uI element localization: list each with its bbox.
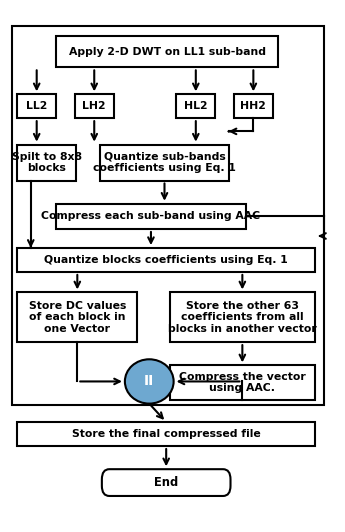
- Bar: [176, 94, 215, 118]
- Bar: [17, 292, 137, 342]
- Bar: [170, 292, 315, 342]
- Bar: [75, 94, 114, 118]
- Bar: [17, 145, 77, 180]
- Bar: [234, 94, 273, 118]
- Text: Store the final compressed file: Store the final compressed file: [72, 429, 260, 439]
- Text: Store DC values
of each block in
one Vector: Store DC values of each block in one Vec…: [29, 301, 126, 334]
- Bar: [17, 422, 315, 446]
- Text: Compress the vector
using AAC.: Compress the vector using AAC.: [179, 372, 306, 393]
- Bar: [12, 26, 324, 405]
- Bar: [17, 248, 315, 272]
- Bar: [100, 145, 229, 180]
- Text: HH2: HH2: [240, 101, 266, 111]
- Text: Compress each sub-band using AAC: Compress each sub-band using AAC: [41, 211, 260, 221]
- Text: II: II: [144, 375, 154, 388]
- Bar: [56, 204, 246, 229]
- Text: End: End: [154, 476, 178, 489]
- Text: LL2: LL2: [26, 101, 47, 111]
- Bar: [17, 94, 56, 118]
- Ellipse shape: [125, 359, 174, 404]
- Text: Spilt to 8x8
blocks: Spilt to 8x8 blocks: [12, 152, 82, 173]
- Bar: [56, 36, 278, 68]
- Text: Quantize blocks coefficients using Eq. 1: Quantize blocks coefficients using Eq. 1: [44, 255, 288, 265]
- Bar: [170, 365, 315, 400]
- Text: LH2: LH2: [82, 101, 106, 111]
- Text: Store the other 63
coefficients from all
blocks in another vector: Store the other 63 coefficients from all…: [168, 301, 317, 334]
- FancyBboxPatch shape: [102, 469, 230, 496]
- Text: Apply 2-D DWT on LL1 sub-band: Apply 2-D DWT on LL1 sub-band: [69, 47, 266, 57]
- Text: HL2: HL2: [184, 101, 208, 111]
- Text: Quantize sub-bands
coefficients using Eq. 1: Quantize sub-bands coefficients using Eq…: [93, 152, 236, 173]
